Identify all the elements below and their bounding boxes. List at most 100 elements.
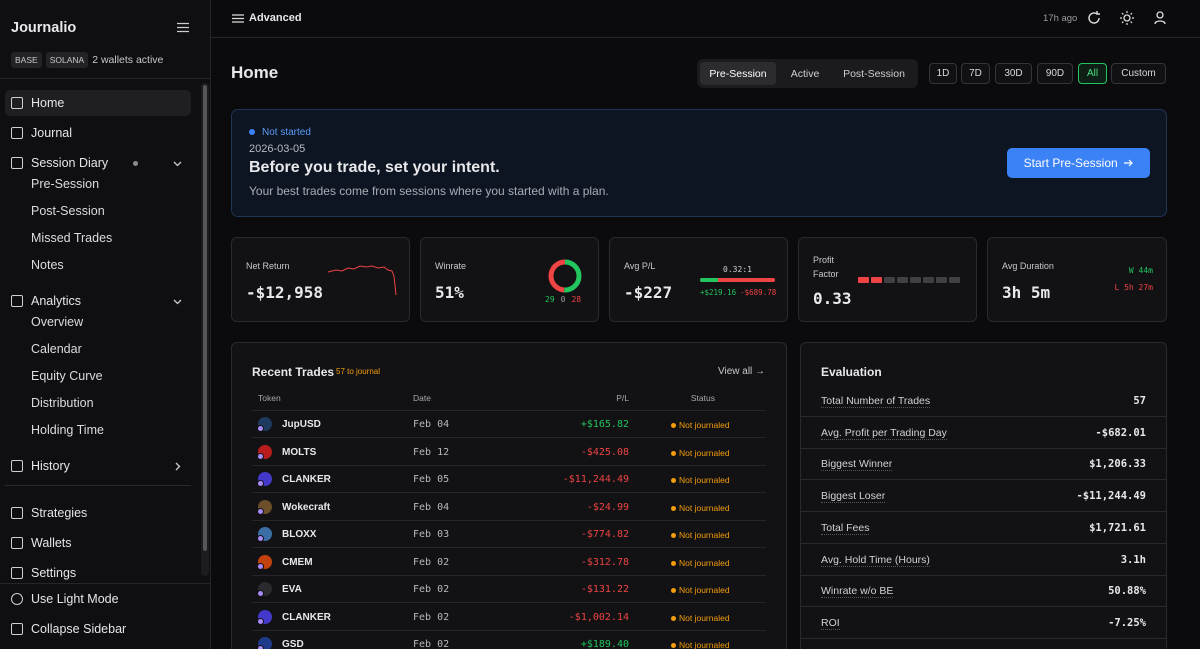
pl: -$312.78 bbox=[580, 556, 629, 568]
token: BLOXX bbox=[282, 529, 317, 540]
sidebar: Journalio BASE SOLANA 2 wallets active H… bbox=[0, 0, 211, 649]
label: History bbox=[31, 459, 70, 473]
status-dot bbox=[671, 643, 676, 648]
donut bbox=[548, 259, 582, 293]
sub-item[interactable]: Post-Session bbox=[31, 204, 105, 218]
scroll-track bbox=[201, 83, 209, 576]
value: 0.33 bbox=[813, 289, 852, 308]
sub-item[interactable]: Equity Curve bbox=[31, 369, 103, 383]
range-button[interactable]: 30D bbox=[995, 63, 1032, 84]
win-duration: W 44m bbox=[1128, 266, 1153, 275]
nav-item[interactable]: Session Diary bbox=[5, 150, 191, 176]
metric: ROI bbox=[821, 616, 840, 630]
nav-item[interactable]: Home bbox=[5, 90, 191, 116]
theme-icon[interactable] bbox=[1120, 11, 1134, 25]
card: Avg Duration 3h 5m W 44m L 5h 27m bbox=[987, 237, 1167, 322]
user-icon[interactable] bbox=[1154, 11, 1166, 25]
nav-item[interactable]: Journal bbox=[5, 120, 191, 146]
sub-item[interactable]: Holding Time bbox=[31, 423, 104, 437]
nav-item[interactable]: Wallets bbox=[5, 530, 191, 556]
light-mode[interactable]: Use Light Mode bbox=[5, 586, 191, 612]
range-button[interactable]: 7D bbox=[961, 63, 990, 84]
range-button[interactable]: 90D bbox=[1037, 63, 1073, 84]
chain-badge bbox=[257, 590, 264, 597]
session-tab[interactable]: Active bbox=[790, 67, 820, 80]
metric-value: $1,206.33 bbox=[1089, 458, 1146, 471]
date: Feb 12 bbox=[413, 446, 450, 458]
trade-row[interactable]: MOLTS Feb 12 -$425.08 Not journaled bbox=[252, 439, 766, 466]
status-dot bbox=[671, 505, 676, 511]
scroll-thumb[interactable] bbox=[203, 85, 207, 551]
sub-item[interactable]: Calendar bbox=[31, 342, 82, 356]
chain-badge bbox=[257, 507, 264, 515]
range-button[interactable]: All bbox=[1078, 63, 1107, 84]
nav-item[interactable]: History bbox=[5, 453, 191, 479]
icon bbox=[11, 157, 23, 169]
icon bbox=[11, 97, 23, 109]
segments bbox=[858, 277, 960, 283]
date: Feb 04 bbox=[413, 419, 450, 430]
date: Feb 02 bbox=[413, 611, 450, 623]
sparkline bbox=[328, 265, 397, 296]
topbar: Advanced 17h ago bbox=[211, 0, 1200, 38]
range-button[interactable]: 1D bbox=[929, 63, 957, 84]
badge: 57 to journal bbox=[336, 367, 381, 376]
trade-row[interactable]: CMEM Feb 02 -$312.78 Not journaled bbox=[252, 549, 766, 576]
sub-item[interactable]: Pre-Session bbox=[31, 177, 100, 191]
label: Settings bbox=[31, 566, 77, 580]
status-dot bbox=[671, 560, 676, 566]
icon bbox=[11, 127, 23, 139]
sub-item[interactable]: Missed Trades bbox=[31, 231, 113, 245]
token: CLANKER bbox=[282, 611, 331, 623]
pl: -$425.08 bbox=[580, 446, 629, 458]
metric-value: 3.1h bbox=[1120, 553, 1146, 566]
label: Wallets bbox=[31, 536, 72, 550]
sub-item[interactable]: Overview bbox=[31, 315, 84, 329]
start-button[interactable]: Start Pre-Session bbox=[1007, 148, 1150, 178]
nav-item[interactable]: Settings bbox=[5, 560, 191, 586]
sub-item[interactable]: Distribution bbox=[31, 396, 94, 410]
chevron bbox=[175, 462, 181, 471]
pl: +$189.40 bbox=[580, 639, 629, 649]
label: Session Diary bbox=[31, 156, 109, 170]
metric: Total Fees bbox=[821, 521, 870, 535]
label: Use Light Mode bbox=[31, 592, 119, 606]
trade-row[interactable]: CLANKER Feb 05 -$11,244.49 Not journaled bbox=[252, 466, 766, 493]
card: Winrate 51% 29 0 28 bbox=[420, 237, 599, 322]
date: Feb 03 bbox=[413, 529, 450, 540]
icon bbox=[11, 295, 23, 307]
collapse[interactable]: Collapse Sidebar bbox=[5, 616, 191, 642]
label: Profit Factor bbox=[813, 255, 839, 279]
trade-row[interactable]: EVA Feb 02 -$131.22 Not journaled bbox=[252, 576, 766, 603]
value: -$12,958 bbox=[246, 283, 324, 302]
trade-row[interactable]: JupUSD Feb 04 +$165.82 Not journaled bbox=[252, 411, 766, 438]
date: Feb 02 bbox=[413, 584, 450, 595]
menu-icon[interactable] bbox=[177, 22, 189, 33]
view-all[interactable]: View all → bbox=[718, 366, 766, 377]
icon bbox=[11, 507, 23, 519]
breakeven: 0 bbox=[560, 295, 566, 304]
status-dot bbox=[671, 588, 676, 593]
trade-row[interactable]: Wokecraft Feb 04 -$24.99 Not journaled bbox=[252, 494, 766, 521]
nav-item[interactable]: Analytics bbox=[5, 288, 191, 314]
value: 51% bbox=[435, 283, 464, 302]
card: Net Return -$12,958 bbox=[231, 237, 410, 322]
metric: Total Number of Trades bbox=[821, 395, 931, 408]
losses: 28 bbox=[571, 295, 582, 304]
donut-arc bbox=[548, 259, 566, 293]
pl: -$1,002.14 bbox=[568, 611, 629, 623]
trade-row[interactable]: BLOXX Feb 03 -$774.82 Not journaled bbox=[252, 521, 766, 548]
range-button[interactable]: Custom bbox=[1111, 63, 1166, 84]
sub-item[interactable]: Notes bbox=[31, 258, 64, 272]
token: EVA bbox=[282, 584, 302, 595]
session-tab[interactable]: Pre-Session bbox=[700, 62, 776, 85]
refresh-icon[interactable] bbox=[1087, 11, 1101, 25]
trade-row[interactable]: GSD Feb 02 +$189.40 Not journaled bbox=[252, 631, 766, 649]
status: Not journaled bbox=[679, 612, 730, 623]
session-tab[interactable]: Post-Session bbox=[843, 67, 905, 80]
mode[interactable]: Advanced bbox=[249, 12, 302, 24]
metric-value: $1,721.61 bbox=[1089, 521, 1146, 534]
chain-badge bbox=[257, 535, 264, 542]
nav-item[interactable]: Strategies bbox=[5, 500, 191, 526]
trade-row[interactable]: CLANKER Feb 02 -$1,002.14 Not journaled bbox=[252, 604, 766, 631]
